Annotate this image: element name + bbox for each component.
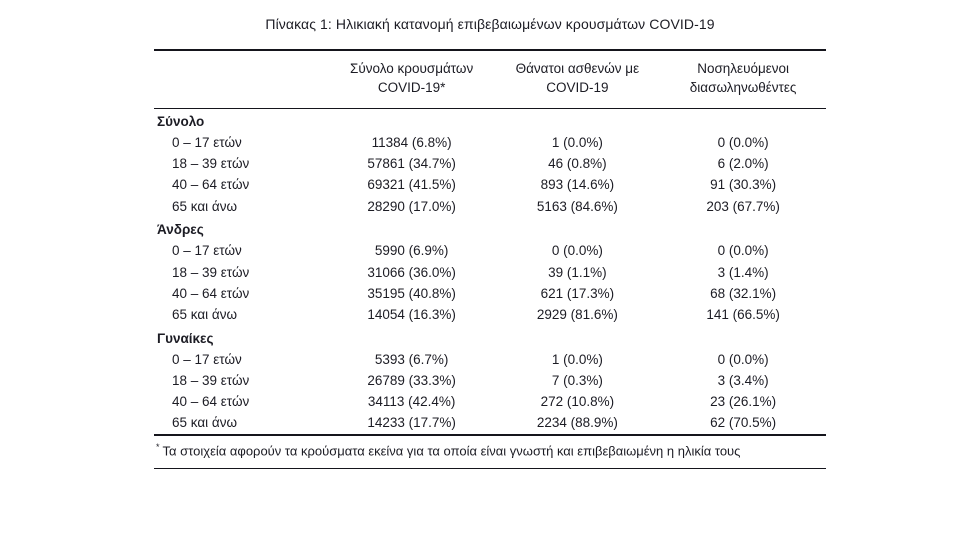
table-cell: 6 (2.0%) <box>717 156 769 172</box>
table-row: 40 – 64 ετών 69321 (41.5%) 893 (14.6%) 9… <box>154 175 826 196</box>
column-header-line: COVID-19 <box>546 79 609 95</box>
section-label: Γυναίκες <box>157 330 214 346</box>
column-header-line: Θάνατοι ασθενών με <box>515 61 640 76</box>
column-header-line: διασωληνωθέντες <box>689 79 797 95</box>
covid-age-distribution-table: Σύνολο κρουσμάτων COVID-19* Θάνατοι ασθε… <box>154 49 826 437</box>
section-label: Σύνολο <box>157 113 205 129</box>
column-header-line: COVID-19* <box>377 79 446 95</box>
column-header-line: Νοσηλευόμενοι <box>697 61 790 76</box>
table-cell: 14233 (17.7%) <box>367 415 456 431</box>
table-cell: 1 (0.0%) <box>551 351 603 367</box>
table-cell: 0 (0.0%) <box>717 134 769 150</box>
table-cell: 5163 (84.6%) <box>536 198 618 214</box>
table-cell: 0 (0.0%) <box>717 243 769 259</box>
column-header-intubated: Νοσηλευόμενοι διασωληνωθέντες <box>660 50 826 109</box>
column-header-line: Σύνολο κρουσμάτων <box>350 61 474 76</box>
table-row: 0 – 17 ετών 11384 (6.8%) 1 (0.0%) 0 (0.0… <box>154 132 826 153</box>
section-header-row: Γυναίκες <box>154 326 826 350</box>
table-cell: 0 (0.0%) <box>717 351 769 367</box>
table-cell: 34113 (42.4%) <box>367 394 456 410</box>
age-group-label: 65 και άνω <box>172 415 238 431</box>
table-cell: 2234 (88.9%) <box>536 415 618 431</box>
table-footnote: * Τα στοιχεία αφορούν τα κρούσματα εκείνα… <box>154 436 826 470</box>
table-title: Πίνακας 1: Ηλικιακή κατανομή επιβεβαιωμέ… <box>265 16 715 32</box>
age-group-label: 40 – 64 ετών <box>172 394 250 410</box>
table-row: 65 και άνω 14054 (16.3%) 2929 (81.6%) 14… <box>154 304 826 325</box>
table-cell: 39 (1.1%) <box>548 264 607 280</box>
table-row: 18 – 39 ετών 31066 (36.0%) 39 (1.1%) 3 (… <box>154 262 826 283</box>
section-header-row: Άνδρες <box>154 217 826 241</box>
table-row: 40 – 64 ετών 34113 (42.4%) 272 (10.8%) 2… <box>154 392 826 413</box>
age-group-label: 0 – 17 ετών <box>172 134 242 150</box>
table-row: 18 – 39 ετών 57861 (34.7%) 46 (0.8%) 6 (… <box>154 154 826 175</box>
column-header-deaths: Θάνατοι ασθενών με COVID-19 <box>494 50 661 109</box>
table-row: 0 – 17 ετών 5393 (6.7%) 1 (0.0%) 0 (0.0%… <box>154 349 826 370</box>
age-group-label: 40 – 64 ετών <box>172 285 250 301</box>
table-cell: 35195 (40.8%) <box>367 285 456 301</box>
table-cell: 3 (3.4%) <box>717 373 769 389</box>
table-cell: 0 (0.0%) <box>551 243 603 259</box>
table-cell: 3 (1.4%) <box>717 264 769 280</box>
table-row: 40 – 64 ετών 35195 (40.8%) 621 (17.3%) 6… <box>154 283 826 304</box>
table-cell: 14054 (16.3%) <box>367 306 456 322</box>
table-cell: 28290 (17.0%) <box>367 198 456 214</box>
table-cell: 62 (70.5%) <box>710 415 777 431</box>
table-cell: 69321 (41.5%) <box>367 177 456 193</box>
table-cell: 31066 (36.0%) <box>367 264 456 280</box>
table-row: 18 – 39 ετών 26789 (33.3%) 7 (0.3%) 3 (3… <box>154 371 826 392</box>
table-cell: 91 (30.3%) <box>710 177 777 193</box>
table-cell: 7 (0.3%) <box>551 373 603 389</box>
age-group-label: 65 και άνω <box>172 198 238 214</box>
age-group-label: 18 – 39 ετών <box>172 264 250 280</box>
age-group-label: 0 – 17 ετών <box>172 351 242 367</box>
table-cell: 141 (66.5%) <box>706 306 780 322</box>
table-row: 65 και άνω 28290 (17.0%) 5163 (84.6%) 20… <box>154 196 826 217</box>
age-group-label: 40 – 64 ετών <box>172 177 250 193</box>
age-group-label: 0 – 17 ετών <box>172 243 242 259</box>
column-header-total-cases: Σύνολο κρουσμάτων COVID-19* <box>328 50 495 109</box>
table-cell: 2929 (81.6%) <box>536 306 618 322</box>
empty-header-cell <box>154 50 329 109</box>
footnote-marker: * <box>156 442 160 453</box>
table-cell: 46 (0.8%) <box>548 156 607 172</box>
table-cell: 1 (0.0%) <box>551 134 603 150</box>
table-cell: 5393 (6.7%) <box>374 351 449 367</box>
age-group-label: 18 – 39 ετών <box>172 373 250 389</box>
table-cell: 11384 (6.8%) <box>371 134 452 150</box>
table-cell: 203 (67.7%) <box>706 198 780 214</box>
table-cell: 893 (14.6%) <box>540 177 615 193</box>
table-cell: 5990 (6.9%) <box>374 243 449 259</box>
table-row: 0 – 17 ετών 5990 (6.9%) 0 (0.0%) 0 (0.0%… <box>154 241 826 262</box>
table-cell: 57861 (34.7%) <box>367 156 456 172</box>
table-header-row: Σύνολο κρουσμάτων COVID-19* Θάνατοι ασθε… <box>154 50 826 109</box>
table-row: 65 και άνω 14233 (17.7%) 2234 (88.9%) 62… <box>154 413 826 435</box>
age-group-label: 65 και άνω <box>172 306 238 322</box>
table-cell: 23 (26.1%) <box>710 394 777 410</box>
age-group-label: 18 – 39 ετών <box>172 156 250 172</box>
table-cell: 621 (17.3%) <box>540 285 615 301</box>
document-page: Πίνακας 1: Ηλικιακή κατανομή επιβεβαιωμέ… <box>154 0 826 470</box>
section-header-row: Σύνολο <box>154 108 826 132</box>
footnote-text: Τα στοιχεία αφορούν τα κρούσματα εκείνα … <box>162 443 741 459</box>
table-cell: 272 (10.8%) <box>540 394 615 410</box>
table-cell: 26789 (33.3%) <box>367 373 456 389</box>
table-cell: 68 (32.1%) <box>710 285 777 301</box>
section-label: Άνδρες <box>157 222 204 238</box>
